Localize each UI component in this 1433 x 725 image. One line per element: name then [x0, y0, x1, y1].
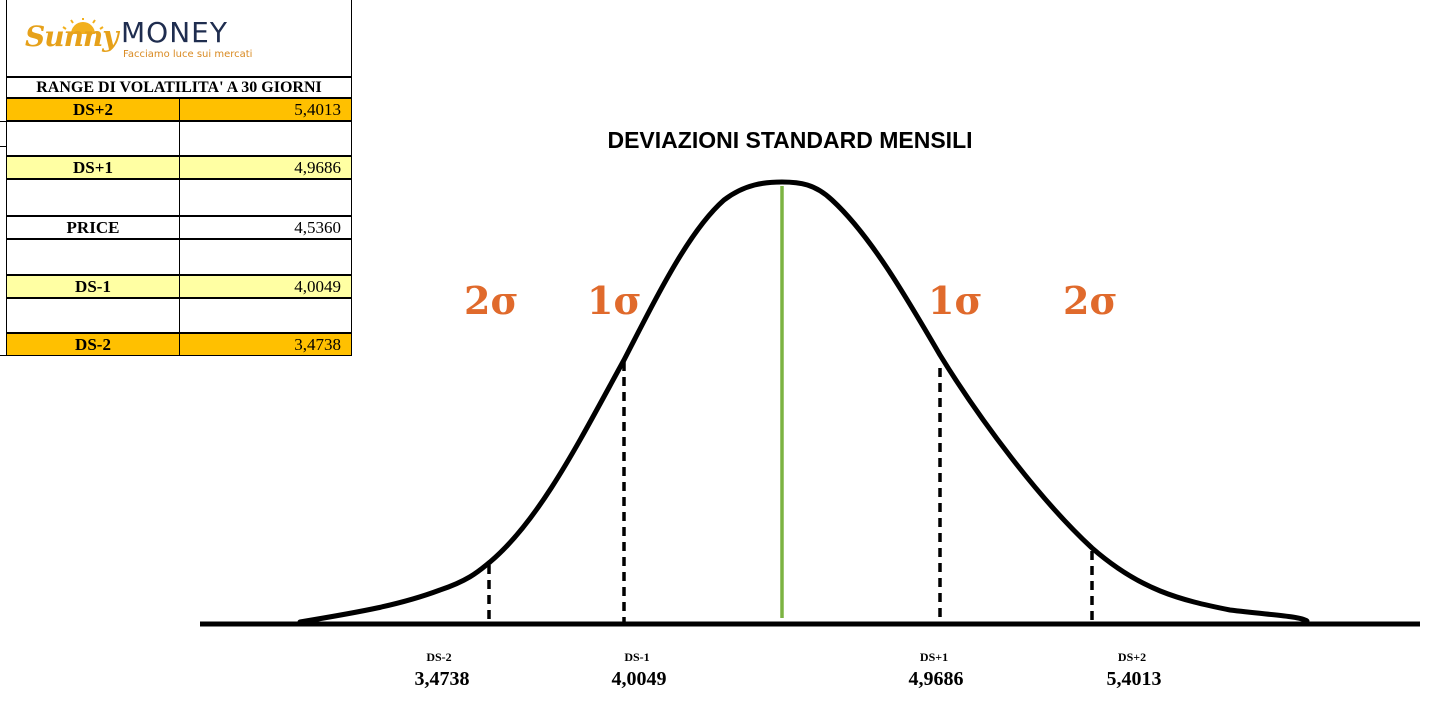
table-row-ds-plus-1: DS+1 4,9686 [6, 156, 352, 179]
table-title: RANGE DI VOLATILITA' A 30 GIORNI [6, 77, 352, 98]
marker-label-ds-plus-2: DS+2 [1117, 650, 1147, 664]
row-label: PRICE [7, 217, 180, 238]
sigma-label-right-2: 2σ [1063, 278, 1118, 323]
table-row-spacer [6, 179, 352, 216]
volatility-panel: Sunny MONEY Facciamo luce sui mercati RA… [0, 0, 355, 358]
marker-value-ds-minus-2: 3,4738 [414, 668, 470, 690]
sigma-label-left-2: 2σ [464, 278, 519, 323]
edge-tick [0, 121, 6, 122]
logo-word: MONEY [121, 16, 228, 49]
row-label: DS+2 [7, 99, 180, 120]
logo-script-text: Sunny [25, 20, 119, 53]
sigma-label-left-1: 1σ [587, 278, 642, 323]
row-value: 5,4013 [294, 100, 341, 119]
table-row-ds-minus-2: DS-2 3,4738 [6, 333, 352, 356]
edge-tick [0, 146, 6, 147]
row-value: 4,0049 [294, 277, 341, 296]
row-label [7, 180, 180, 215]
sun-icon [62, 18, 104, 34]
logo-tagline: Facciamo luce sui mercati [123, 49, 253, 60]
marker-value-ds-plus-2: 5,4013 [1106, 668, 1162, 690]
table-row-spacer [6, 239, 352, 275]
table-row-ds-minus-1: DS-1 4,0049 [6, 275, 352, 298]
diagram-title: DEVIAZIONI STANDARD MENSILI [607, 127, 973, 153]
marker-label-ds-minus-2: DS-2 [426, 650, 452, 664]
marker-value-ds-minus-1: 4,0049 [611, 668, 667, 690]
row-label: DS+1 [7, 157, 180, 178]
row-value: 4,9686 [294, 158, 341, 177]
row-label: DS-1 [7, 276, 180, 297]
edge-tick [0, 355, 6, 356]
row-label [7, 299, 180, 332]
row-value: 4,5360 [294, 218, 341, 237]
row-label: DS-2 [7, 334, 180, 355]
sunny-money-logo: Sunny MONEY Facciamo luce sui mercati [25, 16, 265, 64]
sigma-label-right-1: 1σ [928, 278, 983, 323]
table-row-price: PRICE 4,5360 [6, 216, 352, 239]
marker-value-ds-plus-1: 4,9686 [908, 668, 964, 690]
marker-label-ds-minus-1: DS-1 [624, 650, 650, 664]
row-label [7, 122, 180, 155]
table-row-spacer [6, 121, 352, 156]
marker-label-ds-plus-1: DS+1 [919, 650, 949, 664]
logo-box: Sunny MONEY Facciamo luce sui mercati [6, 0, 352, 77]
table-row-spacer [6, 298, 352, 333]
row-label [7, 240, 180, 274]
row-value: 3,4738 [294, 335, 341, 354]
bell-curve [297, 179, 1310, 625]
table-row-ds-plus-2: DS+2 5,4013 [6, 98, 352, 121]
